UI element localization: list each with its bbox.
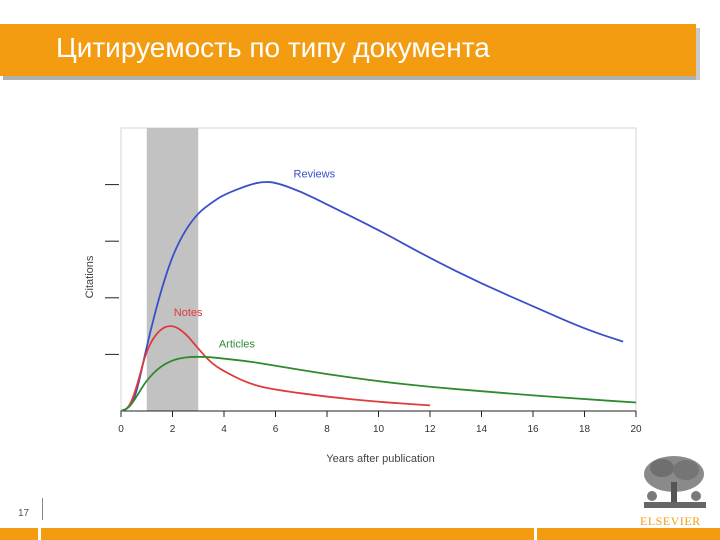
x-tick-label: 4 bbox=[221, 424, 227, 435]
x-tick-label: 6 bbox=[273, 424, 279, 435]
footer-bar bbox=[0, 528, 720, 540]
x-tick-label: 18 bbox=[579, 424, 591, 435]
footer-gap bbox=[534, 528, 537, 540]
elsevier-logo: ELSEVIER bbox=[634, 452, 716, 528]
header-shadow bbox=[696, 28, 700, 80]
header-bar: Цитируемость по типу документа bbox=[0, 24, 696, 76]
x-tick-label: 0 bbox=[118, 424, 124, 435]
x-tick-label: 8 bbox=[324, 424, 330, 435]
y-axis-label: Citations bbox=[84, 255, 96, 298]
x-tick-label: 2 bbox=[170, 424, 176, 435]
slide-divider bbox=[42, 498, 43, 520]
series-line-notes bbox=[120, 325, 431, 412]
x-tick-label: 14 bbox=[476, 424, 488, 435]
x-axis-label: Years after publication bbox=[326, 453, 434, 465]
series-label-reviews: Reviews bbox=[294, 169, 336, 181]
slide-title: Цитируемость по типу документа bbox=[56, 32, 490, 63]
series-line-articles bbox=[120, 355, 637, 412]
series-label-articles: Articles bbox=[219, 338, 256, 350]
tree-logo-icon bbox=[634, 452, 716, 514]
plot-frame bbox=[120, 127, 637, 412]
x-tick-label: 16 bbox=[527, 424, 539, 435]
series-label-notes: Notes bbox=[174, 307, 203, 319]
x-tick-label: 20 bbox=[630, 424, 642, 435]
x-tick-label: 12 bbox=[424, 424, 436, 435]
slide-number: 17 bbox=[18, 508, 30, 519]
footer-gap bbox=[38, 528, 41, 540]
shaded-band bbox=[146, 128, 199, 411]
x-tick-label: 10 bbox=[373, 424, 385, 435]
elsevier-wordmark: ELSEVIER bbox=[640, 514, 701, 528]
